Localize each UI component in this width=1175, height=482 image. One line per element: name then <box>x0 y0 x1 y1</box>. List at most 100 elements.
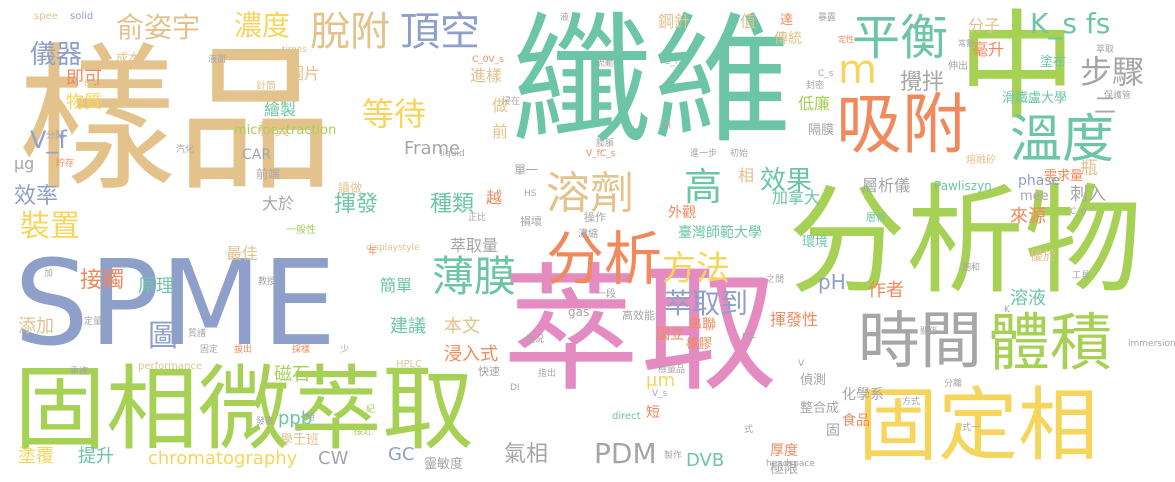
word-re: 熱 <box>662 121 672 131</box>
word-chuqi: 初始 <box>730 149 749 159</box>
word-huanjing: 環境 <box>802 235 829 250</box>
word-k: K <box>1004 305 1010 315</box>
word-tu: 圖 <box>148 319 178 354</box>
word-mee: mee <box>1020 189 1049 204</box>
word-gongju: 工具 <box>1072 271 1091 281</box>
word-shipin: 食品 <box>842 413 870 429</box>
word-vf: V_f <box>30 126 67 154</box>
word-cuiqu-big: 萃取 <box>502 250 779 411</box>
word-tubu: 塗布 <box>1040 55 1067 70</box>
word-cf: C_f <box>664 57 678 67</box>
word-chongfu: 重複 <box>70 367 89 377</box>
word-gu: 固 <box>826 423 840 439</box>
word-yuzi: 俞姿宇 <box>116 11 201 44</box>
word-gas: gas <box>568 305 590 319</box>
word-ug: μg <box>14 154 35 173</box>
word-guanxi: 關係 <box>920 327 939 337</box>
word-jiaoshou: 教授 <box>258 277 277 287</box>
word-fenxiwu: 分析物 <box>788 172 1143 310</box>
word-um: μm <box>646 370 675 391</box>
word-zhizao: 製作 <box>664 451 683 461</box>
word-huaxue: 滑鐵盧大學 <box>1002 91 1068 106</box>
word-qixiang: 氣相 <box>504 442 549 467</box>
word-baohuce: 保護管 <box>1104 91 1132 101</box>
word-c0: C_0 <box>1070 207 1087 217</box>
word-cuiqu-liang: 萃取量 <box>450 236 499 255</box>
word-pingheng: 平衡 <box>852 10 949 66</box>
word-gao: 高 <box>684 165 723 209</box>
word-solid: solid <box>70 11 94 22</box>
word-ping: 瓶 <box>1080 158 1098 179</box>
word-yuanli: 原理 <box>138 276 174 297</box>
word-laiyuan: 來源 <box>1010 206 1046 227</box>
word-jiu: 紀 <box>366 405 376 415</box>
word-spee: spee <box>34 11 58 22</box>
word-cs: C_s <box>818 69 834 79</box>
word-jinsin: 針筒 <box>256 81 276 92</box>
word-bozou: 步驟 <box>1080 53 1145 91</box>
word-erci: 二 <box>1094 94 1117 119</box>
word-zhiyuan: 之間 <box>766 275 785 285</box>
word-displaystyle: displaystyle <box>366 243 420 253</box>
word-yiqi: 儀器 <box>30 40 83 70</box>
word-direct: direct <box>612 411 641 422</box>
word-xuexue: 學士班 <box>280 433 320 448</box>
word-xiang: 相 <box>738 166 755 185</box>
word-dengdai: 等待 <box>362 95 427 133</box>
word-dingkong: 頂空 <box>400 9 480 55</box>
word-high: high <box>84 79 104 89</box>
word-vfcs: V_fC_s <box>586 149 616 159</box>
word-guolimian: 國立 <box>656 327 684 343</box>
word-xifu: 吸附 <box>836 86 968 163</box>
word-guding: 固定 <box>200 345 219 355</box>
word-xiangxiyi: 層析儀 <box>862 176 911 195</box>
word-gxwcq: 固相微萃取 <box>14 356 475 463</box>
word-tiji: 體積 <box>988 306 1113 379</box>
word-shidu: 時 <box>306 413 316 423</box>
word-du: 讀做 <box>338 181 363 195</box>
word-kuaisu: 快速 <box>478 365 500 378</box>
word-pdm: PDM <box>594 437 657 470</box>
word-xiangpi: 橡膠 <box>686 337 713 352</box>
word-rongye: 溶液 <box>1010 288 1046 309</box>
word-zuijia: 最佳 <box>226 244 259 263</box>
word-peng: 膨脹 <box>596 139 615 149</box>
word-caiyang: 採樣 <box>292 345 311 355</box>
word-baoshu: 飽和 <box>962 263 981 273</box>
word-cuiqudao: 萃取到 <box>664 287 749 320</box>
word-fenpei: 分配 <box>46 131 65 141</box>
word-rongjifeng: 熔融矽 <box>966 155 996 166</box>
word-xianwei: 纖維 <box>512 0 793 163</box>
word-jiaoban: 攪拌 <box>900 70 945 95</box>
word-cw: CW <box>318 448 349 469</box>
word-sunhao: 損壞 <box>520 215 542 228</box>
word-shao: 少 <box>340 345 350 355</box>
word-shi: 式 <box>744 425 754 435</box>
word-qixiang2: 汽化 <box>176 145 195 155</box>
word-shijian: 時間 <box>858 304 983 377</box>
word-taiwan: 臺灣師範大學 <box>678 225 762 241</box>
word-shenchu: 伸出 <box>948 61 968 72</box>
word-houdu: 厚度 <box>770 443 798 459</box>
word-jianada: 加拿大 <box>772 188 821 207</box>
word-chengben: 成本 <box>116 51 141 65</box>
word-zai: 浸在 <box>502 97 521 107</box>
word-cishi: 磁石 <box>274 364 310 385</box>
word-dayu: 大於 <box>262 194 295 213</box>
word-zhichu: 指出 <box>538 369 557 379</box>
word-huifaxing: 揮發性 <box>770 310 819 329</box>
word-wendu: 溫度 <box>1010 110 1115 170</box>
word-jia: 加 <box>44 269 54 279</box>
word-jianyi: 建議 <box>390 316 426 337</box>
word-huaxuexi: 化學系 <box>842 387 884 403</box>
word-youyu: 優於 <box>1030 249 1057 264</box>
word-jixian: 極限 <box>770 461 798 477</box>
word-ks: K_s fs <box>1030 7 1111 40</box>
word-benwen: 本文 <box>444 316 480 337</box>
word-chuantong: 傳統 <box>774 31 802 47</box>
word-gc: GC <box>388 444 415 465</box>
word-phase: phase <box>1018 173 1061 189</box>
word-da: 達 <box>780 13 794 28</box>
word-zhong: 中 <box>958 0 1077 136</box>
